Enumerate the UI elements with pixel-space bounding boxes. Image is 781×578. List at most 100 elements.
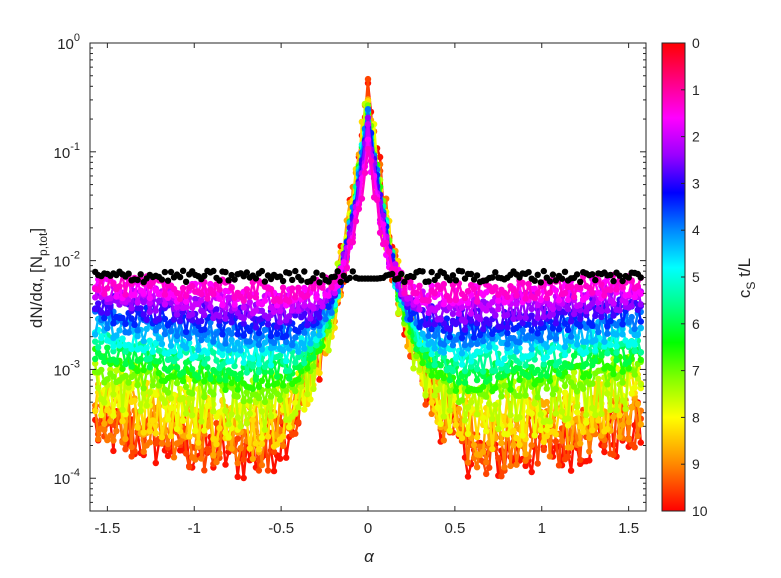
data-point (446, 296, 453, 304)
data-point (283, 357, 290, 365)
data-point (489, 307, 496, 314)
data-point (610, 300, 617, 307)
data-point (383, 239, 390, 246)
data-point (501, 372, 508, 379)
data-point (131, 321, 138, 328)
data-point (179, 369, 187, 376)
data-point (455, 405, 463, 413)
data-point (631, 293, 638, 301)
data-point (604, 350, 611, 357)
data-point (295, 404, 302, 411)
data-point (610, 312, 617, 319)
data-point (225, 434, 232, 441)
data-point (240, 315, 247, 322)
data-point (537, 411, 544, 418)
data-point (116, 283, 123, 290)
data-point (137, 305, 144, 312)
data-point (204, 336, 211, 343)
data-point (149, 279, 156, 286)
data-point (92, 294, 99, 301)
data-point (182, 304, 190, 311)
data-point (322, 315, 329, 323)
data-point (522, 450, 529, 458)
data-point (567, 444, 575, 451)
data-point (513, 434, 520, 442)
data-point (558, 275, 566, 282)
data-point (310, 285, 317, 292)
data-point (577, 315, 584, 322)
data-point (473, 376, 481, 384)
data-point (586, 434, 593, 441)
data-point (110, 320, 117, 327)
data-point (110, 447, 117, 455)
data-point (364, 121, 372, 128)
data-point (189, 412, 196, 419)
data-point (546, 377, 554, 385)
y-tick-label: 10-1 (54, 141, 80, 162)
data-point (92, 407, 99, 415)
data-point (598, 307, 605, 315)
data-point (304, 322, 311, 329)
data-point (346, 274, 353, 282)
data-point (510, 287, 517, 294)
data-point (210, 267, 217, 275)
data-point (258, 408, 266, 415)
data-point (352, 218, 360, 225)
data-point (592, 337, 599, 344)
data-point (583, 308, 590, 315)
data-point (125, 379, 132, 386)
data-point (458, 304, 466, 311)
data-point (540, 313, 547, 321)
data-point (204, 349, 211, 357)
data-point (504, 431, 511, 438)
data-point (179, 284, 187, 292)
data-point (531, 356, 538, 363)
data-point (295, 284, 302, 291)
data-point (540, 446, 547, 453)
data-point (101, 426, 108, 434)
data-point (110, 412, 117, 419)
data-point (528, 410, 535, 417)
data-point (504, 311, 511, 319)
data-point (210, 452, 217, 459)
data-point (234, 339, 241, 346)
data-point (561, 389, 569, 396)
data-point (237, 444, 244, 452)
data-point (310, 363, 317, 370)
data-point (637, 274, 644, 281)
data-point (270, 448, 278, 455)
data-point (152, 391, 159, 398)
data-point (170, 454, 178, 461)
data-point (134, 276, 141, 284)
data-point (480, 372, 487, 380)
data-point (249, 385, 256, 392)
data-point (316, 314, 323, 321)
data-point (431, 332, 438, 340)
data-point (301, 268, 308, 275)
data-point (101, 314, 108, 322)
data-point (492, 367, 499, 374)
data-point (255, 446, 263, 453)
data-point (246, 338, 253, 345)
data-point (583, 349, 590, 356)
data-point (252, 324, 260, 331)
data-point (113, 427, 120, 435)
data-point (607, 364, 614, 372)
data-point (146, 439, 153, 446)
data-point (301, 302, 308, 309)
data-point (525, 269, 532, 276)
data-point (437, 285, 444, 293)
data-point (464, 459, 472, 466)
data-point (555, 297, 563, 304)
data-point (531, 294, 538, 302)
data-point (537, 337, 544, 344)
data-point (604, 425, 611, 433)
data-point (146, 337, 153, 344)
data-point (201, 272, 208, 280)
data-point (240, 456, 247, 463)
data-point (237, 347, 244, 354)
data-point (637, 381, 644, 388)
data-point (570, 293, 578, 301)
data-point (292, 359, 299, 366)
data-point (104, 344, 111, 351)
